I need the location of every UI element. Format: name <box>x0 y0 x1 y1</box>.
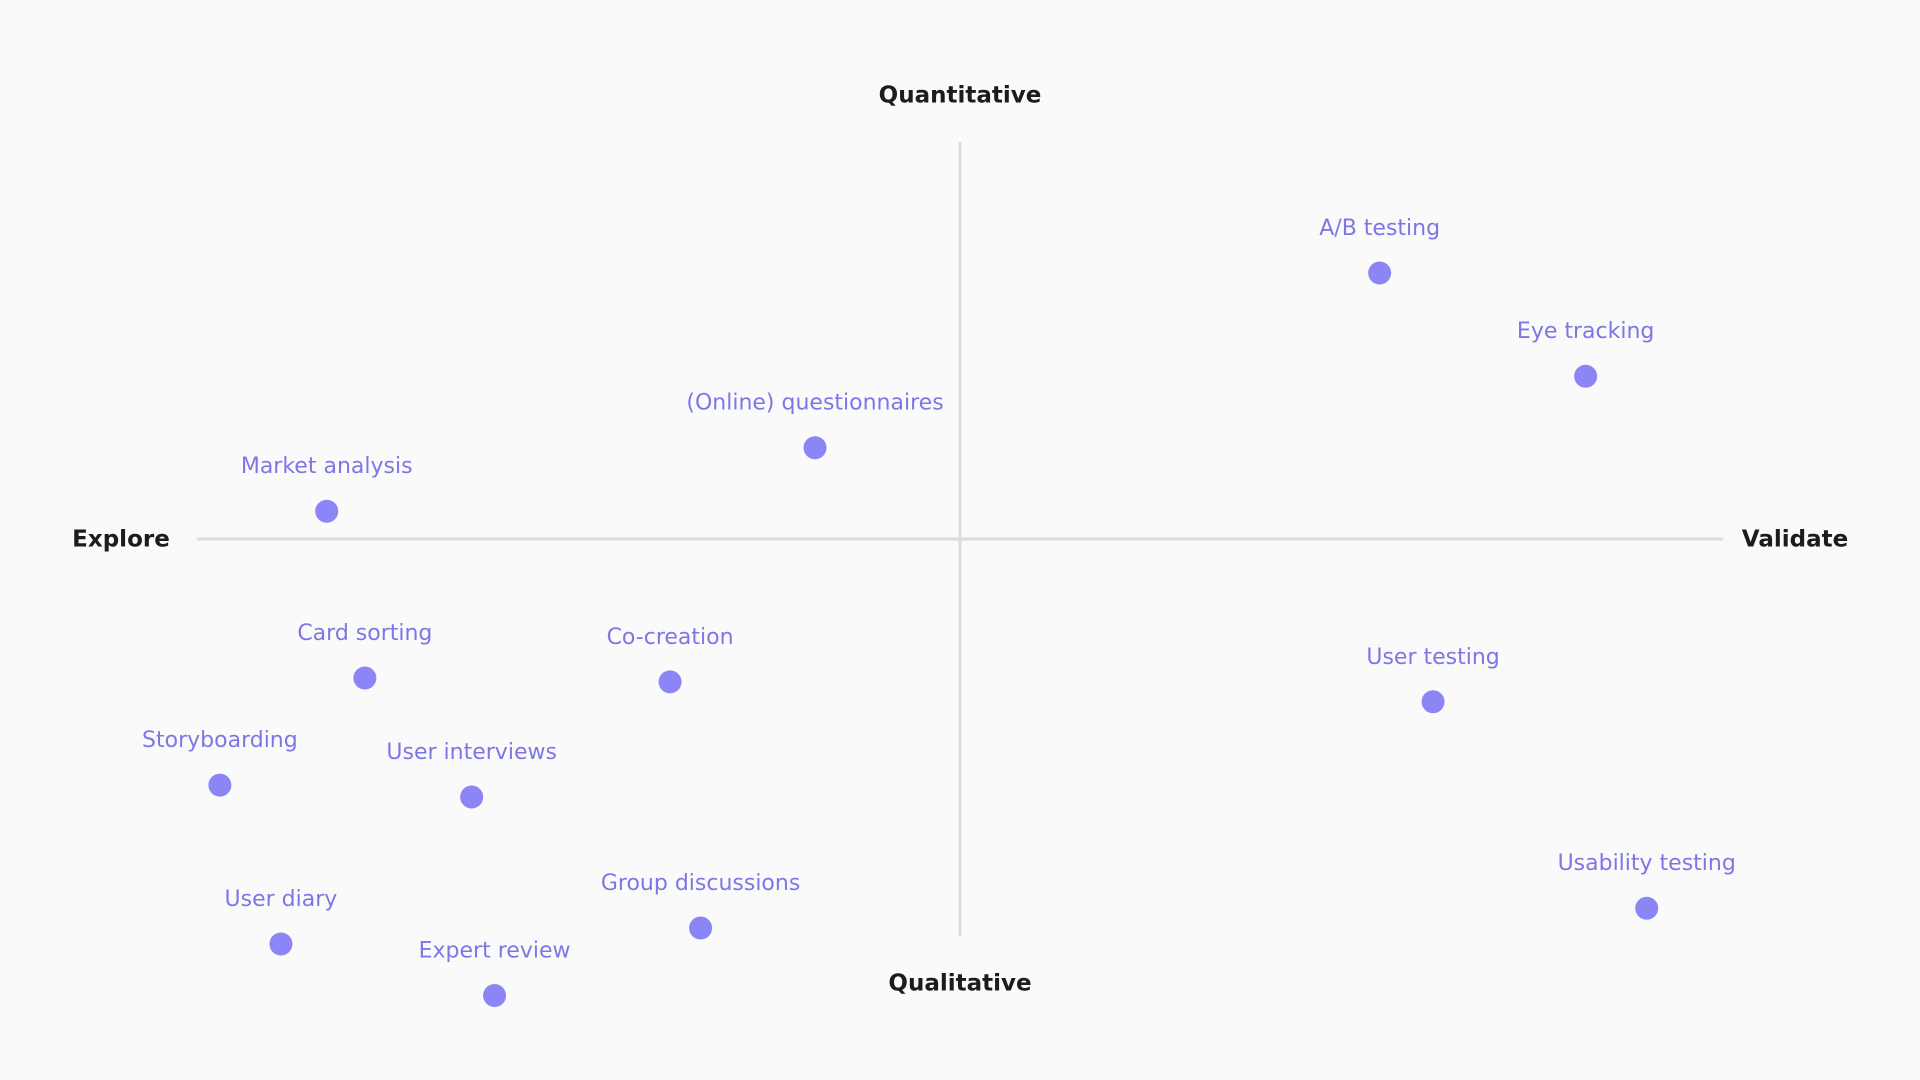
y-axis-top-label: Quantitative <box>879 83 1042 109</box>
x-axis-left-label: Explore <box>72 527 170 553</box>
point-label: Market analysis <box>241 454 413 479</box>
point <box>1421 690 1445 714</box>
point-label: User diary <box>225 887 338 912</box>
point-label: Group discussions <box>601 871 800 896</box>
y-axis-bottom-label: Qualitative <box>888 971 1031 997</box>
point-label: User interviews <box>386 740 557 765</box>
point-label: Expert review <box>419 939 571 964</box>
point <box>1635 896 1659 920</box>
point <box>1574 364 1598 388</box>
point <box>483 984 507 1008</box>
point-label: Eye tracking <box>1517 319 1654 344</box>
point <box>460 785 484 809</box>
point-label: Co-creation <box>607 625 734 650</box>
point <box>1368 261 1392 285</box>
point <box>689 916 713 940</box>
point <box>658 670 682 694</box>
point-label: Storyboarding <box>142 728 298 753</box>
point <box>315 499 339 523</box>
point-label: A/B testing <box>1319 216 1440 241</box>
point-label: (Online) questionnaires <box>686 391 943 416</box>
point <box>353 666 377 690</box>
x-axis-right-label: Validate <box>1742 527 1848 553</box>
point <box>269 932 293 956</box>
point <box>208 773 232 797</box>
point-label: Usability testing <box>1558 851 1736 876</box>
point-label: Card sorting <box>297 621 432 646</box>
point <box>803 436 827 460</box>
point-label: User testing <box>1366 645 1499 670</box>
